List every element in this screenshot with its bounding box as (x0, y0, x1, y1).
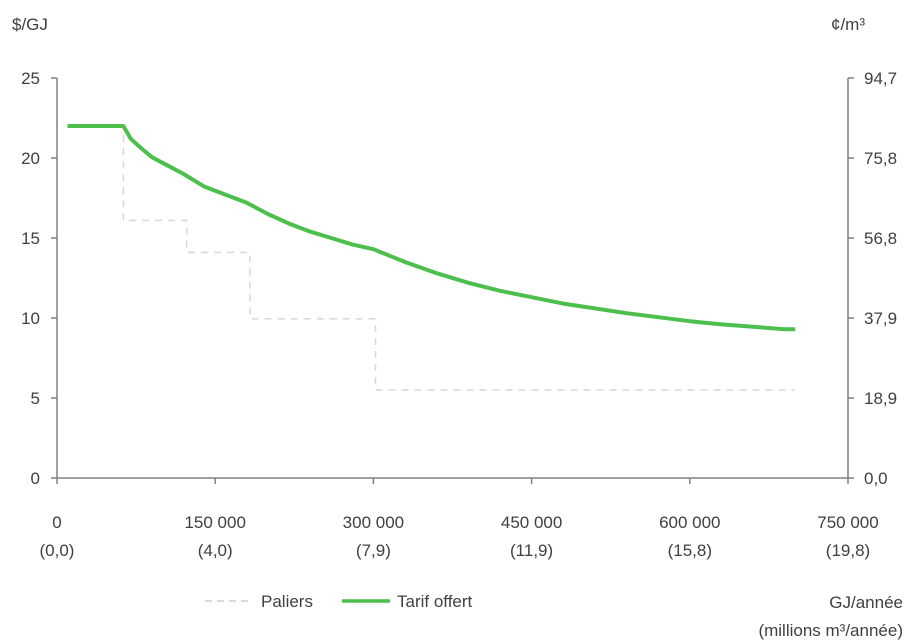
x-tick-label: 450 000 (501, 513, 562, 532)
x-tick-sublabel: (7,9) (356, 541, 391, 560)
x-tick-sublabel: (0,0) (40, 541, 75, 560)
right-axis-unit-label: ¢/m³ (831, 15, 865, 34)
legend: Paliers Tarif offert (205, 592, 473, 611)
series-line-paliers (67, 125, 796, 391)
x-tick-sublabel: (11,9) (510, 541, 553, 560)
y-right-tick-label: 94,7 (864, 69, 897, 88)
x-tick-label: 0 (52, 513, 61, 532)
x-tick-label: 150 000 (184, 513, 245, 532)
x-tick-sublabel: (4,0) (198, 541, 233, 560)
series-line-tarif-offert (67, 124, 796, 332)
x-axis-unit-sublabel: (millions m³/année) (758, 621, 903, 640)
left-axis-unit-label: $/GJ (12, 15, 48, 34)
legend-label-paliers: Paliers (261, 592, 313, 611)
y-right-tick-label: 37,9 (864, 309, 897, 328)
x-axis-unit-label: GJ/année (829, 593, 903, 612)
y-left-tick-label: 5 (31, 389, 40, 408)
y-right-tick-label: 56,8 (864, 229, 897, 248)
y-left-tick-label: 15 (21, 229, 40, 248)
x-tick-label: 750 000 (817, 513, 878, 532)
x-tick-sublabel: (15,8) (668, 541, 712, 560)
x-tick-sublabel: (19,8) (826, 541, 870, 560)
x-tick-label: 300 000 (343, 513, 404, 532)
y-right-tick-label: 0,0 (864, 469, 888, 488)
y-left-tick-label: 0 (31, 469, 40, 488)
legend-label-tarif-offert: Tarif offert (397, 592, 473, 611)
y-left-tick-label: 25 (21, 69, 40, 88)
x-tick-label: 600 000 (659, 513, 720, 532)
y-left-tick-label: 10 (21, 309, 40, 328)
y-right-tick-label: 18,9 (864, 389, 897, 408)
y-right-tick-label: 75,8 (864, 149, 897, 168)
ticks-layer: 0 5 10 15 20 25 0,0 18,9 37,9 56,8 75,8 94,7 0 (0,0) 1… (21, 69, 897, 560)
y-left-tick-label: 20 (21, 149, 40, 168)
series-layer (67, 124, 796, 391)
